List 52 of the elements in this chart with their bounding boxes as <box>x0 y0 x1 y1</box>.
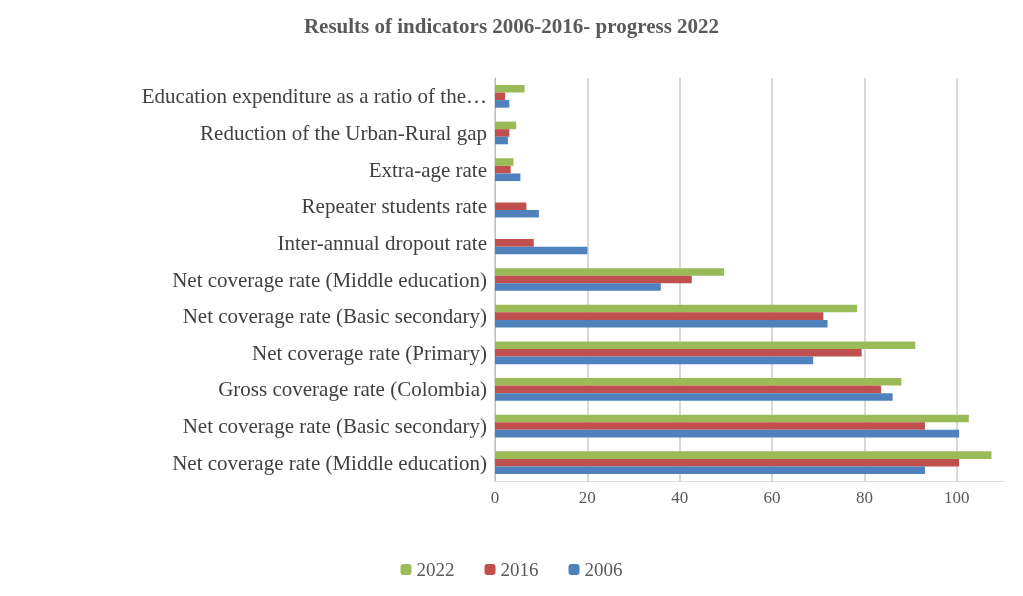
bar <box>495 341 916 349</box>
bar <box>495 393 893 401</box>
bar <box>495 275 692 284</box>
x-tick-label: 60 <box>763 488 781 507</box>
bar <box>495 121 517 130</box>
bar <box>495 422 925 430</box>
y-tick-label: Net coverage rate (Primary) <box>252 340 487 365</box>
bar <box>495 414 969 423</box>
chart-title: Results of indicators 2006-2016- progress 2022 <box>303 13 720 38</box>
bar <box>495 202 527 211</box>
bar <box>495 100 510 108</box>
bar <box>495 378 902 386</box>
bar <box>495 304 858 313</box>
y-tick-label: Inter-annual dropout rate <box>277 230 487 255</box>
x-tick-label: 20 <box>578 488 596 507</box>
bar <box>495 356 814 365</box>
bar <box>495 451 992 459</box>
bar <box>495 458 960 467</box>
bar <box>495 312 824 320</box>
bar <box>495 129 510 137</box>
x-tick-label: 40 <box>671 488 689 507</box>
bar <box>495 283 661 291</box>
legend-label: 2022 <box>416 559 455 580</box>
legend-label: 2016 <box>500 559 539 580</box>
bar <box>495 429 960 438</box>
y-tick-label: Repeater students rate <box>301 194 487 219</box>
y-tick-label: Net coverage rate (Middle education) <box>172 450 487 475</box>
bar <box>495 348 862 357</box>
bar <box>495 136 508 145</box>
y-tick-label: Education expenditure as a ratio of the… <box>141 84 487 109</box>
bar <box>495 173 521 181</box>
y-tick-label: Net coverage rate (Middle education) <box>172 267 487 292</box>
bar <box>495 239 534 247</box>
x-tick-label: 100 <box>944 488 970 507</box>
y-tick-label: Net coverage rate (Basic secondary) <box>182 414 487 439</box>
bar <box>495 466 925 475</box>
y-tick-label: Reduction of the Urban-Rural gap <box>200 120 487 145</box>
x-tick-label: 80 <box>855 488 873 507</box>
y-tick-label: Extra-age rate <box>368 157 487 182</box>
bar <box>495 92 506 101</box>
y-tick-label: Net coverage rate (Basic secondary) <box>182 304 487 329</box>
bar <box>495 268 725 276</box>
bar <box>495 158 514 166</box>
bar <box>495 84 525 93</box>
bar <box>495 165 511 174</box>
x-tick-label: 0 <box>490 488 500 507</box>
bar <box>495 210 539 218</box>
legend-label: 2006 <box>584 559 623 580</box>
bar <box>495 319 828 328</box>
y-tick-label: Gross coverage rate (Colombia) <box>218 377 487 402</box>
bar <box>495 246 588 255</box>
bar <box>495 385 882 394</box>
